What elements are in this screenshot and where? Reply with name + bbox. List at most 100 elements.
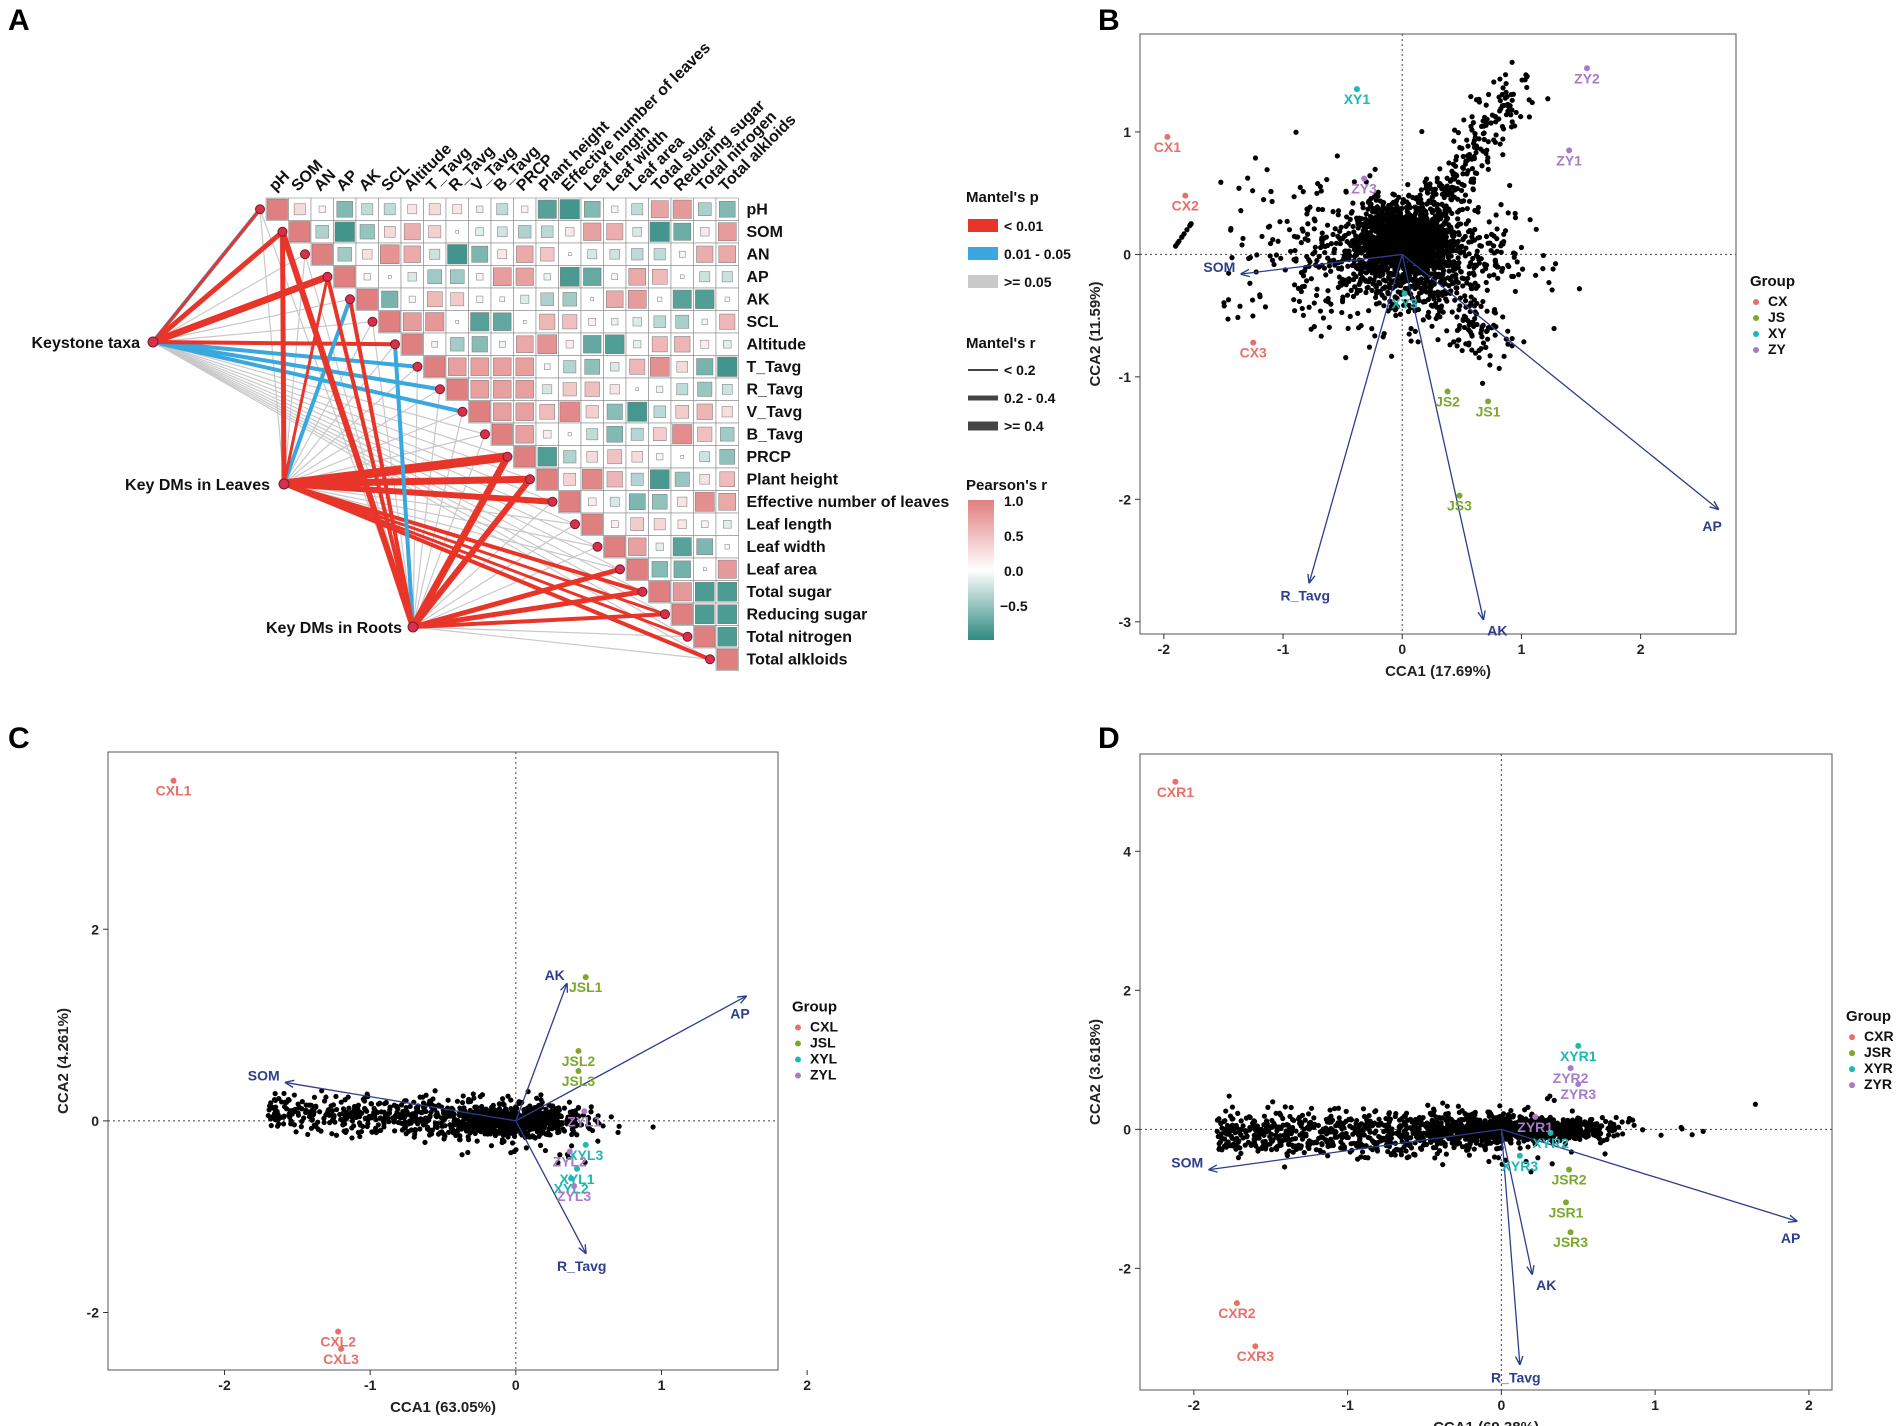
species-point — [1373, 284, 1379, 290]
heatmap-square — [721, 271, 733, 283]
species-point — [435, 1112, 441, 1118]
species-point — [1381, 295, 1388, 301]
species-point — [1470, 140, 1477, 147]
heatmap-square — [497, 249, 508, 260]
species-point — [1429, 250, 1435, 256]
species-point — [1454, 290, 1460, 296]
species-point — [1441, 288, 1447, 295]
species-point — [1461, 117, 1467, 123]
species-point — [1391, 259, 1397, 265]
species-point — [1449, 168, 1455, 174]
mantel-p-label-1: 0.01 - 0.05 — [1004, 246, 1071, 262]
species-point — [1417, 192, 1423, 198]
species-point — [1435, 304, 1442, 311]
species-point — [1472, 309, 1478, 315]
species-point — [1312, 244, 1318, 250]
species-point — [308, 1102, 314, 1108]
species-point — [1509, 335, 1515, 342]
species-point — [1355, 266, 1361, 272]
heatmap-square — [559, 491, 581, 513]
species-point — [1436, 183, 1443, 189]
species-point — [1254, 252, 1260, 258]
heatmap-square — [694, 491, 715, 512]
species-point — [1331, 250, 1337, 256]
species-point — [1529, 99, 1535, 106]
species-point — [1455, 216, 1461, 222]
group-legend-label: ZY — [1768, 341, 1787, 357]
species-point — [1468, 300, 1474, 306]
species-point — [1228, 227, 1234, 233]
heatmap-square — [402, 312, 422, 332]
species-point — [321, 1098, 328, 1104]
species-point — [1465, 143, 1471, 149]
species-point — [416, 1117, 423, 1123]
heatmap-square — [425, 312, 445, 332]
heatmap-square — [628, 268, 646, 286]
species-point — [489, 1123, 495, 1129]
heatmap-square — [541, 225, 554, 238]
species-point — [1319, 206, 1326, 213]
heatmap-square — [696, 403, 713, 420]
species-point — [1313, 292, 1320, 299]
env-vector-label: R_Tavg — [557, 1258, 607, 1274]
species-point — [1430, 293, 1436, 300]
heatmap-square — [719, 449, 735, 465]
species-point — [341, 1121, 348, 1127]
species-point — [338, 1099, 344, 1105]
species-point — [1468, 93, 1474, 100]
heatmap-square — [653, 518, 666, 531]
diag-node — [547, 496, 558, 507]
species-point — [650, 1124, 656, 1130]
heatmap-square — [611, 318, 619, 326]
heatmap-square — [521, 205, 529, 213]
species-point — [1478, 123, 1485, 129]
heatmap-row-label: Altitude — [747, 336, 807, 353]
species-point — [1377, 198, 1383, 204]
heatmap-square — [606, 471, 623, 488]
species-point — [276, 1121, 282, 1127]
species-point — [561, 1105, 568, 1111]
heatmap-square — [672, 199, 692, 219]
species-point — [1359, 274, 1365, 281]
species-point — [1246, 255, 1252, 262]
species-point — [1315, 180, 1321, 187]
diag-node — [592, 541, 603, 552]
species-point — [1385, 257, 1392, 263]
species-point — [1435, 337, 1441, 343]
species-point — [459, 1152, 465, 1158]
species-point — [1322, 249, 1328, 256]
sample-label: JSL1 — [569, 979, 603, 995]
species-point — [1487, 353, 1493, 359]
species-point — [1431, 245, 1437, 251]
species-point — [1545, 96, 1551, 102]
mantel-edge-ns — [412, 626, 688, 638]
heatmap-square — [537, 447, 557, 467]
species-point — [1472, 262, 1478, 268]
species-point — [315, 1119, 321, 1125]
heatmap-row-label: Total nitrogen — [747, 629, 852, 646]
species-point — [1267, 223, 1273, 229]
x-tick-label: 1 — [1651, 1397, 1659, 1413]
species-point — [1408, 338, 1414, 344]
species-point — [1397, 282, 1403, 288]
species-point — [1387, 250, 1394, 256]
species-point — [1365, 199, 1371, 205]
x-tick-label: 1 — [658, 1377, 666, 1393]
species-point — [380, 1118, 386, 1124]
species-point — [270, 1114, 276, 1120]
species-point — [1464, 170, 1470, 177]
species-point — [1496, 365, 1502, 371]
heatmap-square — [315, 225, 329, 239]
heatmap-square — [719, 471, 735, 487]
species-point — [313, 1103, 319, 1109]
mantel-edge-red — [283, 452, 509, 489]
heatmap-square — [452, 204, 463, 215]
species-point — [1314, 286, 1320, 292]
species-point — [1491, 79, 1497, 85]
species-point — [1344, 214, 1350, 220]
species-point — [1442, 207, 1448, 214]
species-point — [328, 1103, 334, 1109]
species-point — [1415, 281, 1421, 287]
heatmap-square — [719, 313, 736, 330]
heatmap-square — [699, 451, 711, 463]
